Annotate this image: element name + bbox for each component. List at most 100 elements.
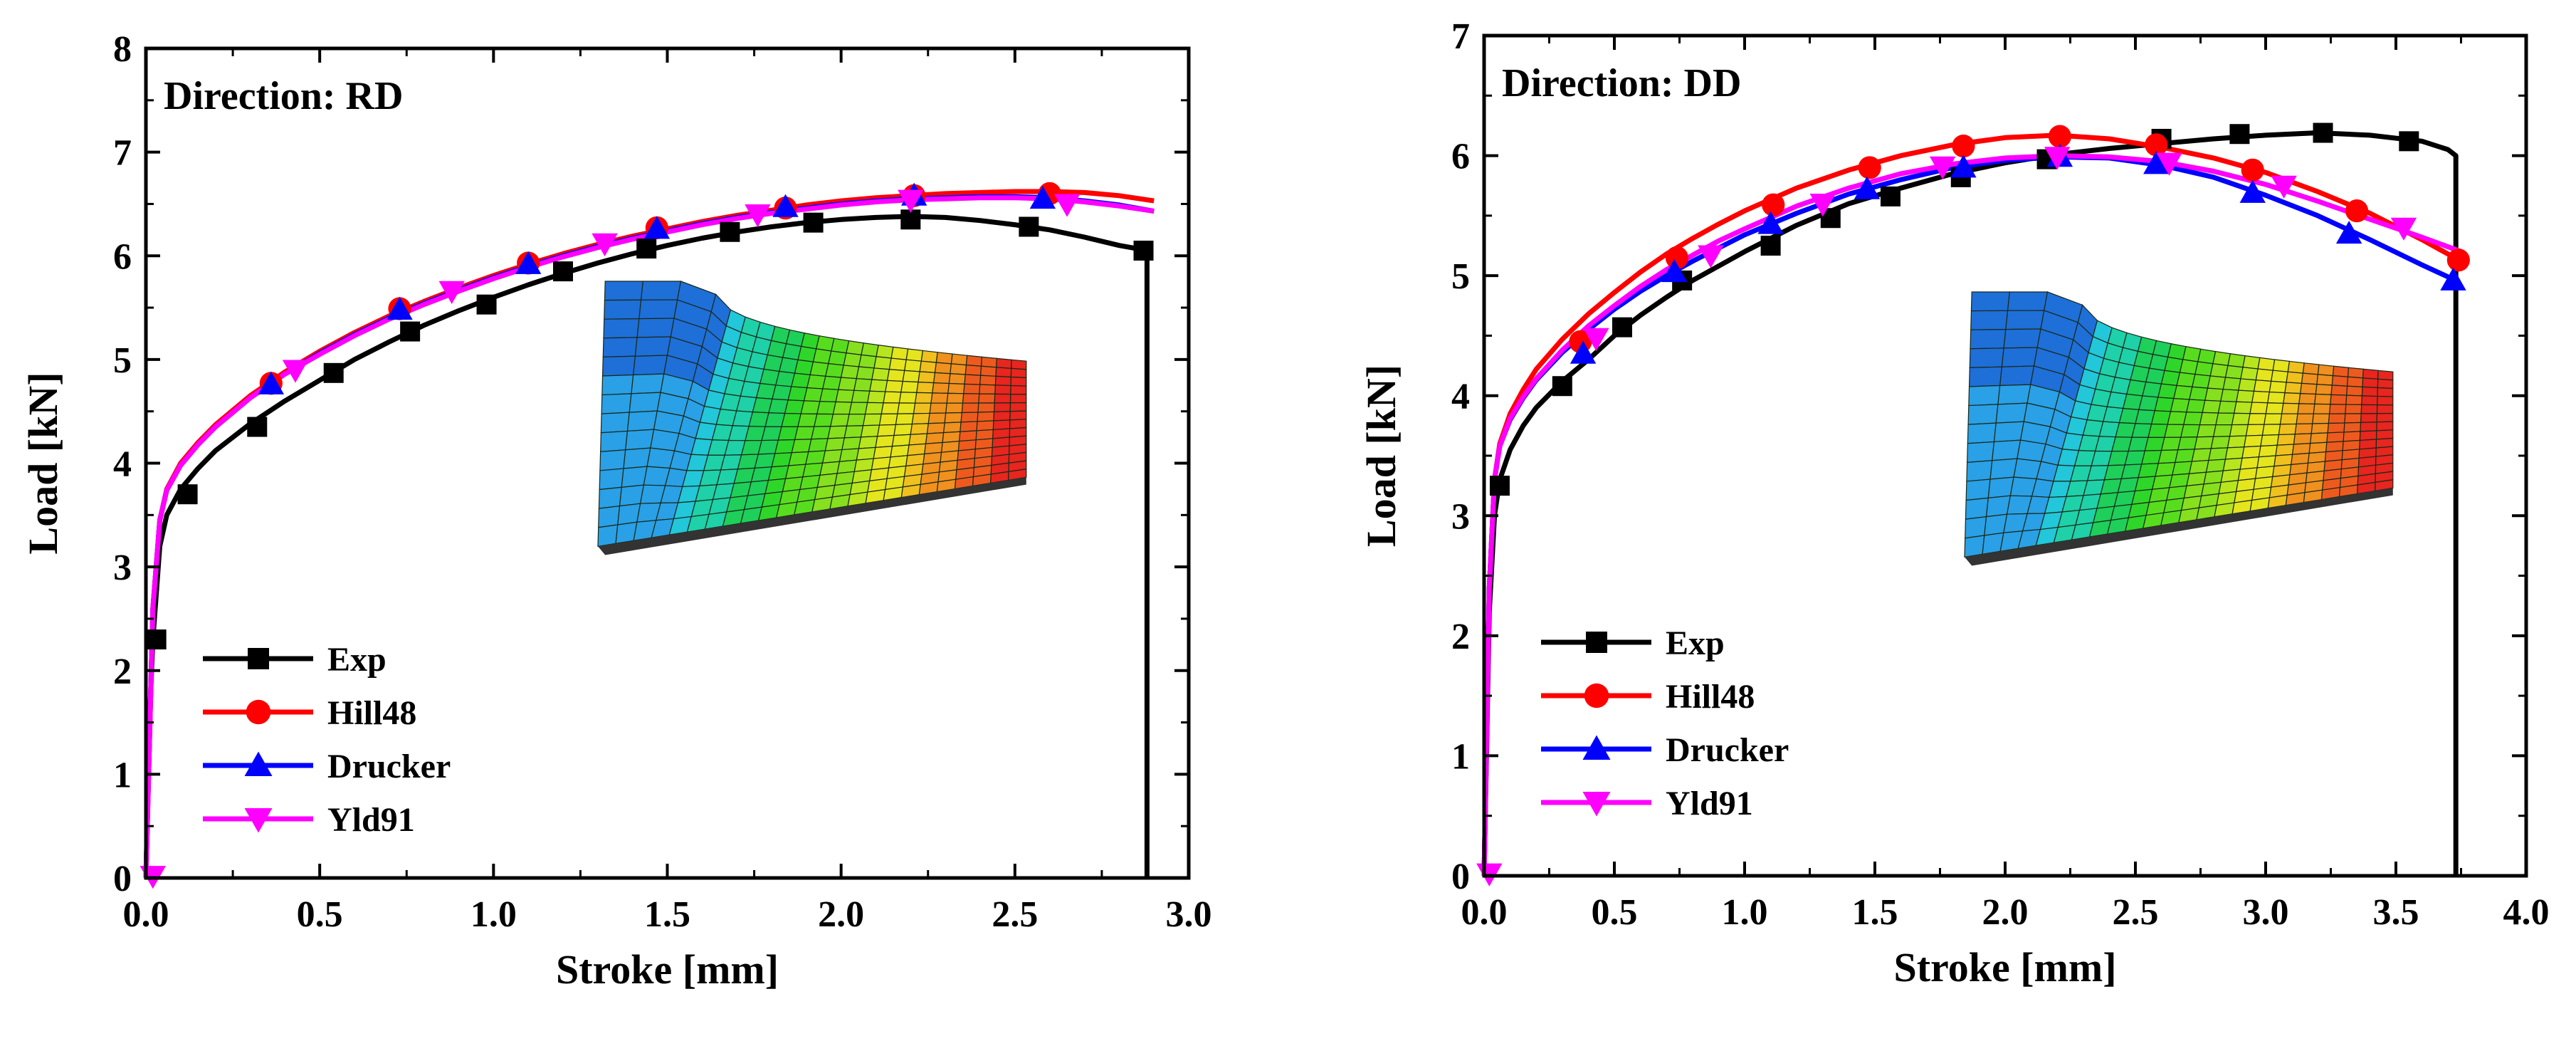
data-point-exp <box>803 212 824 233</box>
data-point-exp <box>146 629 167 650</box>
mesh-cell <box>2261 424 2281 436</box>
mesh-cell <box>2361 395 2378 406</box>
data-point-drucker <box>2335 220 2362 244</box>
mesh-cell <box>880 402 900 415</box>
mesh-cell <box>2180 424 2201 438</box>
mesh-cell <box>846 340 865 356</box>
y-tick-label: 8 <box>113 29 132 70</box>
mesh-cell <box>875 434 895 449</box>
mesh-cell <box>829 413 850 427</box>
data-point-exp <box>1019 216 1039 237</box>
data-point-hill48 <box>1665 246 1688 269</box>
mesh-cell <box>598 505 621 528</box>
x-tick-label: 0.5 <box>1592 892 1638 933</box>
mesh-cell <box>1967 441 1995 463</box>
data-point-drucker <box>1570 340 1597 364</box>
data-point-drucker <box>772 194 799 217</box>
mesh-cell <box>816 401 836 415</box>
mesh-cell <box>626 410 658 432</box>
mesh-cell <box>942 431 961 444</box>
mesh-cell <box>2298 392 2317 404</box>
mesh-cell <box>1011 359 1027 370</box>
data-point-hill48 <box>1858 156 1881 179</box>
data-point-exp <box>247 417 268 437</box>
x-tick-label: 3.5 <box>2373 892 2419 933</box>
mesh-cell <box>602 337 638 357</box>
data-point-yld91 <box>438 281 465 304</box>
mesh-cell <box>638 299 678 320</box>
data-point-exp <box>1552 376 1572 397</box>
fe-mesh-inset <box>1964 291 2394 566</box>
mesh-cell <box>831 338 850 354</box>
mesh-cell <box>2376 404 2394 414</box>
x-tick-label: 1.0 <box>1722 892 1768 933</box>
mesh-cell <box>2215 412 2235 426</box>
mesh-cell <box>2265 402 2284 414</box>
y-tick-label: 7 <box>1451 16 1470 57</box>
mesh-cell <box>2296 413 2314 425</box>
mesh-cell <box>2001 347 2038 367</box>
mesh-cell <box>1970 291 2011 312</box>
mesh-cell <box>819 388 839 403</box>
mesh-cell <box>947 382 965 394</box>
mesh-cell <box>2177 436 2198 451</box>
mesh-cell <box>2197 348 2217 365</box>
mesh-cell <box>2377 370 2394 381</box>
data-point-drucker <box>2239 179 2266 203</box>
mesh-cell <box>603 318 640 339</box>
mesh-cell <box>946 392 964 404</box>
mesh-cell <box>1968 366 2003 387</box>
mesh-cell <box>978 393 996 404</box>
y-tick-label: 5 <box>1451 256 1470 297</box>
mesh-cell <box>838 448 860 462</box>
data-point-yld91 <box>1583 328 1609 351</box>
mesh-cell <box>2343 431 2361 442</box>
mesh-cell <box>993 411 1011 422</box>
mesh-cell <box>1009 402 1027 412</box>
legend-label-yld91: Yld91 <box>1666 785 1753 822</box>
mesh-cell <box>905 348 924 362</box>
mesh-cell <box>805 450 826 465</box>
mesh-cell <box>2317 364 2335 377</box>
mesh-cell <box>2196 424 2217 438</box>
mesh-cell <box>992 419 1011 431</box>
mesh-cell <box>858 354 877 369</box>
mesh-cell <box>2272 359 2291 372</box>
mesh-cell <box>650 429 680 451</box>
series-line-exp <box>143 214 1150 879</box>
legend-label-exp: Exp <box>327 641 387 679</box>
mesh-cell <box>950 353 968 366</box>
x-axis-title: Stroke [mm] <box>1893 944 2116 990</box>
mesh-cell <box>827 425 848 439</box>
data-point-yld91 <box>592 233 618 256</box>
mesh-cell <box>1964 535 1985 558</box>
mesh-cell <box>2192 374 2211 389</box>
mesh-cell <box>2299 382 2318 395</box>
data-point-exp <box>476 294 497 315</box>
mesh-cell <box>893 423 913 436</box>
mesh-cell <box>822 375 842 390</box>
mesh-cell <box>867 390 886 404</box>
data-point-hill48 <box>1762 193 1785 216</box>
mesh-cell <box>2376 421 2394 431</box>
mesh-cell <box>960 421 978 432</box>
mesh-cell <box>2286 371 2304 385</box>
data-point-yld91 <box>1929 156 1956 179</box>
data-point-yld91 <box>1053 194 1081 217</box>
mesh-cell <box>808 438 829 453</box>
mesh-cell <box>2331 375 2349 387</box>
data-point-yld91 <box>2271 175 2297 199</box>
x-tick-label: 2.5 <box>992 894 1038 935</box>
x-tick-label: 4.0 <box>2503 892 2550 933</box>
mesh-cell <box>2377 395 2394 406</box>
mesh-cell <box>926 422 945 434</box>
mesh-cell <box>908 433 928 446</box>
y-tick-label: 6 <box>1451 137 1470 177</box>
mesh-cell <box>623 447 651 469</box>
data-point-exp <box>1880 186 1901 206</box>
mesh-cell <box>1993 421 2025 443</box>
mesh-cell <box>2328 413 2346 424</box>
mesh-cell <box>873 356 892 370</box>
y-tick-label: 1 <box>1451 736 1470 777</box>
